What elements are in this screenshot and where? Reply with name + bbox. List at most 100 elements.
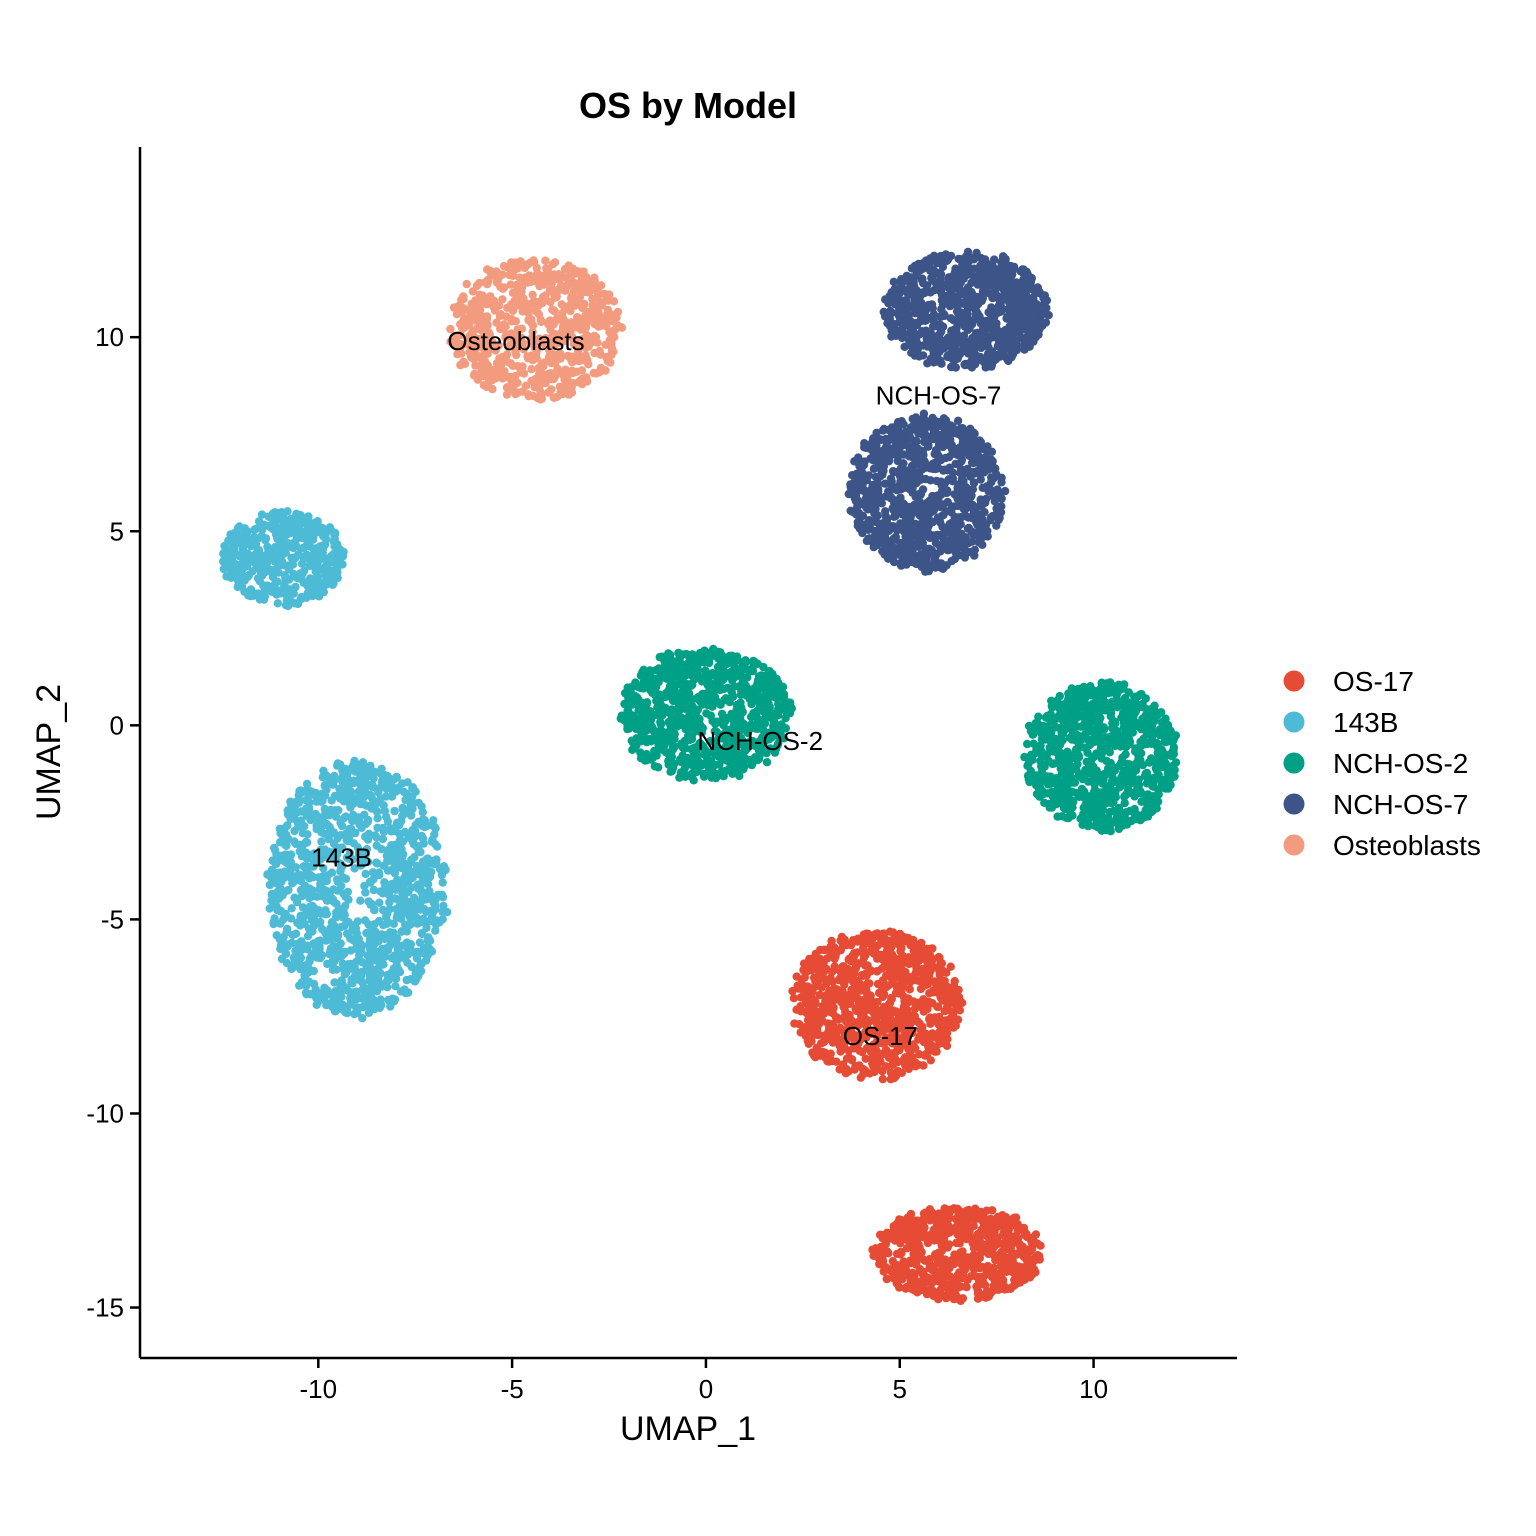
data-point bbox=[721, 766, 730, 776]
data-point bbox=[1002, 1284, 1012, 1294]
data-point bbox=[355, 814, 364, 823]
data-point bbox=[732, 665, 742, 674]
data-point bbox=[435, 918, 444, 927]
data-point bbox=[1157, 780, 1167, 789]
data-point bbox=[363, 984, 372, 994]
data-point bbox=[675, 651, 684, 661]
data-point bbox=[893, 1261, 902, 1270]
data-point bbox=[337, 922, 346, 932]
data-point bbox=[1012, 1231, 1021, 1240]
data-point bbox=[840, 1038, 849, 1047]
data-point bbox=[950, 977, 959, 986]
data-point bbox=[372, 807, 382, 816]
data-point bbox=[826, 1049, 835, 1058]
data-point bbox=[885, 951, 895, 960]
data-point bbox=[838, 941, 848, 950]
data-point bbox=[907, 1029, 917, 1038]
data-point bbox=[888, 1027, 897, 1036]
data-point bbox=[900, 1260, 910, 1270]
data-point bbox=[852, 1006, 861, 1016]
data-point bbox=[1142, 730, 1152, 739]
data-point bbox=[333, 573, 342, 583]
data-point bbox=[1053, 774, 1062, 783]
data-point bbox=[339, 906, 348, 915]
data-point bbox=[430, 900, 440, 910]
data-point bbox=[247, 553, 256, 562]
data-point bbox=[333, 759, 342, 768]
data-point bbox=[914, 1231, 923, 1240]
data-point bbox=[1043, 775, 1052, 784]
data-point bbox=[296, 911, 305, 921]
data-point bbox=[874, 1055, 884, 1065]
data-point bbox=[316, 797, 326, 806]
data-point bbox=[1072, 722, 1082, 731]
data-point bbox=[893, 1016, 902, 1025]
data-point bbox=[859, 930, 868, 939]
data-point bbox=[389, 997, 399, 1006]
data-point bbox=[1150, 701, 1159, 710]
data-point bbox=[1102, 679, 1111, 688]
data-point bbox=[411, 831, 421, 840]
data-point bbox=[983, 1215, 993, 1225]
data-point bbox=[898, 982, 908, 992]
data-point bbox=[240, 535, 249, 544]
data-point bbox=[1068, 803, 1077, 812]
data-point bbox=[282, 942, 291, 951]
data-point bbox=[616, 714, 625, 723]
data-point bbox=[1109, 719, 1118, 728]
data-point bbox=[326, 944, 335, 953]
data-point bbox=[339, 796, 348, 806]
data-point bbox=[290, 958, 300, 968]
data-point bbox=[1087, 799, 1097, 808]
data-point bbox=[656, 720, 666, 729]
data-point bbox=[325, 523, 335, 532]
data-point bbox=[280, 873, 289, 882]
data-point bbox=[380, 806, 390, 816]
data-point bbox=[261, 534, 271, 543]
data-point bbox=[910, 1286, 919, 1295]
data-point bbox=[392, 934, 402, 943]
data-point bbox=[1126, 771, 1135, 781]
data-point bbox=[813, 1023, 822, 1033]
data-point bbox=[891, 1048, 900, 1057]
data-point bbox=[850, 1044, 860, 1053]
data-point bbox=[838, 986, 847, 996]
data-point bbox=[438, 907, 447, 917]
data-point bbox=[1027, 1244, 1037, 1254]
data-point bbox=[919, 995, 928, 1004]
data-point bbox=[800, 973, 809, 982]
data-point bbox=[358, 1014, 367, 1023]
data-point bbox=[934, 952, 943, 962]
data-point bbox=[369, 995, 378, 1005]
data-point bbox=[329, 537, 338, 546]
data-point bbox=[925, 1264, 934, 1273]
data-point bbox=[973, 1289, 983, 1298]
data-point bbox=[878, 1074, 887, 1084]
data-point bbox=[815, 990, 824, 1000]
data-point bbox=[1023, 760, 1033, 770]
data-point bbox=[703, 680, 712, 690]
data-point bbox=[364, 920, 373, 929]
data-point bbox=[662, 654, 671, 663]
data-point bbox=[811, 976, 820, 985]
data-point bbox=[1106, 712, 1116, 721]
data-point bbox=[1137, 797, 1146, 806]
data-point bbox=[390, 806, 399, 816]
data-point bbox=[950, 1289, 959, 1299]
data-point bbox=[1131, 707, 1141, 716]
data-point bbox=[887, 994, 896, 1004]
data-point bbox=[230, 547, 239, 556]
data-point bbox=[768, 709, 777, 719]
data-point bbox=[900, 1024, 909, 1034]
data-point bbox=[914, 1249, 923, 1259]
data-point bbox=[875, 1023, 884, 1033]
data-point bbox=[417, 878, 427, 888]
data-point bbox=[300, 822, 309, 831]
data-point bbox=[865, 1069, 874, 1078]
data-point bbox=[687, 745, 696, 754]
data-point bbox=[330, 771, 339, 781]
data-point bbox=[360, 787, 370, 796]
data-point bbox=[1058, 729, 1068, 738]
data-point bbox=[346, 803, 355, 812]
data-point bbox=[876, 1260, 885, 1269]
